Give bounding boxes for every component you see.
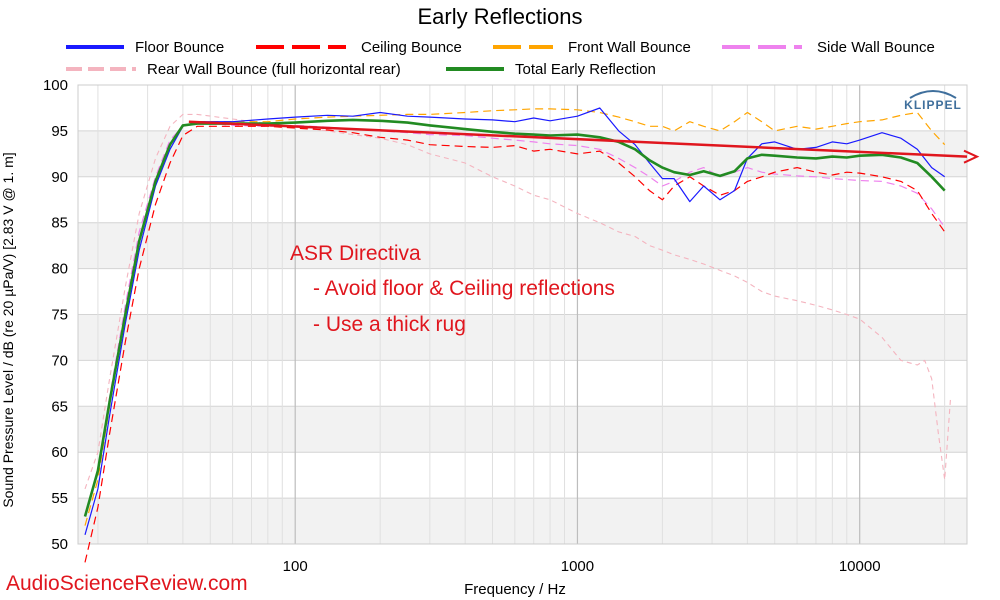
legend-label-total-early-reflection: Total Early Reflection bbox=[515, 61, 656, 78]
legend-item-floor-bounce: Floor Bounce bbox=[66, 39, 224, 56]
y-tick-label: 100 bbox=[43, 77, 68, 94]
trend-arrow-shaft bbox=[188, 120, 968, 158]
series-line-ceiling-bounce bbox=[84, 125, 946, 563]
y-tick-label: 90 bbox=[51, 169, 68, 186]
legend-item-front-wall-bounce: Front Wall Bounce bbox=[493, 39, 691, 56]
legend-label-floor-bounce: Floor Bounce bbox=[135, 39, 224, 56]
legend-label-rear-wall-bounce: Rear Wall Bounce (full horizontal rear) bbox=[147, 61, 401, 78]
legend-label-ceiling-bounce: Ceiling Bounce bbox=[361, 39, 462, 56]
y-tick-label: 95 bbox=[51, 123, 68, 140]
chart-title: Early Reflections bbox=[417, 4, 582, 29]
x-tick-label: 10000 bbox=[839, 558, 881, 575]
x-tick-label: 1000 bbox=[561, 558, 594, 575]
legend-item-ceiling-bounce: Ceiling Bounce bbox=[256, 39, 462, 56]
x-tick-label: 100 bbox=[283, 558, 308, 575]
y-tick-label: 60 bbox=[51, 444, 68, 461]
legend-item-rear-wall-bounce: Rear Wall Bounce (full horizontal rear) bbox=[66, 61, 401, 78]
background-band bbox=[78, 498, 967, 544]
series-layer bbox=[83, 107, 952, 563]
legend: Floor Bounce Ceiling Bounce Front Wall B… bbox=[66, 39, 935, 78]
y-tick-label: 50 bbox=[51, 536, 68, 553]
x-axis-label: Frequency / Hz bbox=[464, 581, 566, 598]
y-tick-label: 80 bbox=[51, 261, 68, 278]
klippel-logo-text: KLIPPEL bbox=[904, 98, 962, 112]
background-band bbox=[78, 222, 967, 269]
trend-arrow-head bbox=[963, 149, 980, 164]
trend-arrow bbox=[188, 120, 980, 164]
background-band bbox=[78, 314, 967, 361]
klippel-logo: KLIPPEL bbox=[904, 90, 962, 112]
y-tick-label: 65 bbox=[51, 398, 68, 415]
legend-label-front-wall-bounce: Front Wall Bounce bbox=[568, 39, 691, 56]
y-tick-label: 85 bbox=[51, 215, 68, 232]
x-axis-ticks: 100 1000 10000 bbox=[283, 558, 881, 575]
legend-item-total-early-reflection: Total Early Reflection bbox=[446, 61, 656, 78]
annotation-block: ASR Directiva - Avoid floor & Ceiling re… bbox=[290, 242, 615, 336]
plot-frame bbox=[77, 84, 968, 545]
y-axis-ticks: 50 55 60 65 70 75 80 85 90 95 100 bbox=[43, 77, 68, 553]
klippel-logo-arc bbox=[909, 90, 957, 99]
series-line-side-wall-bounce bbox=[84, 121, 946, 517]
background-band bbox=[78, 406, 967, 453]
y-tick-label: 75 bbox=[51, 307, 68, 324]
y-tick-label: 55 bbox=[51, 490, 68, 507]
series-line-rear-wall-bounce-full-horizontal-rear bbox=[84, 113, 952, 490]
plot-background-bands bbox=[78, 85, 967, 544]
watermark: AudioScienceReview.com bbox=[6, 572, 248, 595]
series-line-total-early-reflection bbox=[83, 118, 946, 517]
annotation-heading: ASR Directiva bbox=[290, 242, 421, 265]
y-axis-label: Sound Pressure Level / dB (re 20 µPa/V) … bbox=[0, 152, 16, 507]
legend-item-side-wall-bounce: Side Wall Bounce bbox=[722, 39, 935, 56]
annotation-line-2: - Use a thick rug bbox=[313, 313, 466, 336]
annotation-line-1: - Avoid floor & Ceiling reflections bbox=[313, 277, 615, 300]
grid-lines bbox=[78, 84, 967, 545]
legend-label-side-wall-bounce: Side Wall Bounce bbox=[817, 39, 935, 56]
background-band bbox=[78, 130, 967, 177]
y-tick-label: 70 bbox=[51, 352, 68, 369]
